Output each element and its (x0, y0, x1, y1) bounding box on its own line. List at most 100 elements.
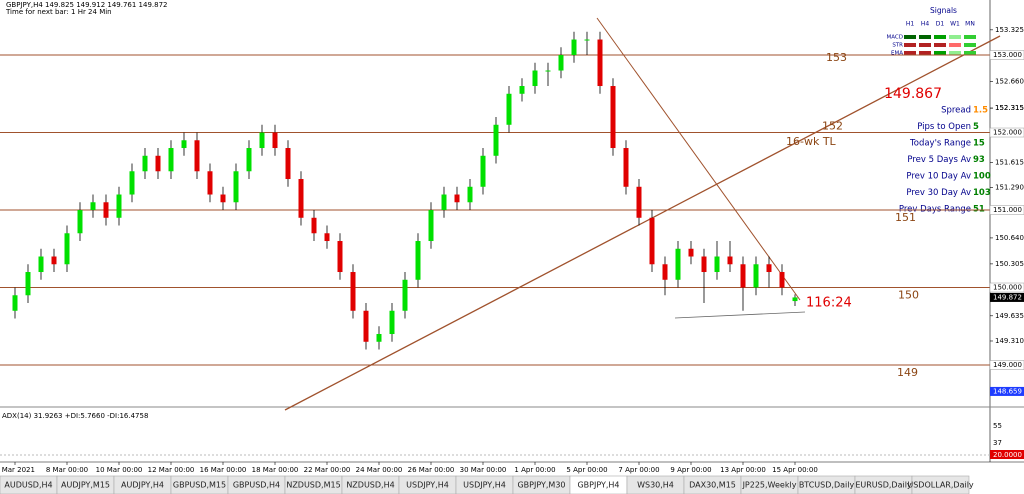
candle-body (701, 256, 707, 273)
x-tick-label: 15 Apr 00:00 (772, 466, 818, 474)
stat-label: Today's Range (909, 139, 971, 149)
candle-body (38, 256, 44, 273)
x-tick-label: 18 Mar 00:00 (252, 466, 299, 474)
tab-label[interactable]: WS30,H4 (637, 481, 674, 490)
timer-annotation: 116:24 (806, 296, 852, 311)
signals-panel: Signals 149.867 H1 H4 D1 W1 MN MACD STR EMA Spre… (884, 6, 991, 215)
stat-label: Pips to Open (917, 122, 971, 132)
candle-body (402, 279, 408, 311)
stat-value: 15 (973, 139, 985, 149)
x-tick-label: 4 Mar 2021 (0, 466, 35, 474)
signal-column: D1 (936, 21, 945, 28)
tab-label[interactable]: DAX30,M15 (689, 481, 736, 490)
candle-body (129, 171, 135, 195)
signal-column: W1 (950, 21, 960, 28)
y-tick-label: 150.305 (995, 260, 1024, 268)
level-box (989, 360, 1024, 370)
candle-body (714, 256, 720, 273)
adx-label: ADX(14) 31.9263 +DI:5.7660 -DI:16.4758 (2, 412, 148, 420)
candle-body (506, 93, 512, 125)
candle-body (740, 264, 746, 288)
tab-label[interactable]: JP225,Weekly (742, 481, 797, 490)
candle-body (233, 171, 239, 203)
level-box (989, 205, 1024, 215)
tab-label[interactable]: GBPUSD,H4 (233, 481, 280, 490)
tab-label[interactable]: NZDUSD,H4 (346, 481, 394, 490)
tab-label[interactable]: EURUSD,Daily (855, 481, 912, 490)
signal-cell (964, 35, 976, 39)
symbol-line: GBPJPY,H4 149.825 149.912 149.761 149.87… (6, 1, 168, 9)
tab[interactable] (911, 475, 970, 494)
tab-label[interactable]: AUDJPY,M15 (61, 481, 110, 490)
tab-label[interactable]: AUDUSD,H4 (4, 481, 52, 490)
level-price: 152.000 (993, 129, 1022, 137)
current_price-box (990, 292, 1024, 302)
y-tick-label: 149.310 (995, 337, 1024, 345)
x-tick-label: 9 Apr 00:00 (670, 466, 711, 474)
y-tick-label: 152.315 (995, 104, 1024, 112)
candle-body (662, 264, 668, 280)
adx-tick: 37 (993, 439, 1002, 447)
tab-label[interactable]: AUDJPY,H4 (121, 481, 164, 490)
candle-body (623, 148, 629, 187)
candle-body (337, 241, 343, 273)
signal-cell (934, 43, 946, 47)
candle-body (155, 155, 161, 172)
candle-body (272, 132, 278, 149)
signal-cell (919, 51, 931, 55)
signal-row: STR (892, 43, 903, 49)
triangle-base (674, 311, 806, 319)
x-tick-label: 16 Mar 00:00 (200, 466, 247, 474)
signal-cell (904, 35, 916, 39)
current_price-label: 149.872 (993, 293, 1022, 301)
x-tick-label: 30 Mar 00:00 (460, 466, 507, 474)
candle-body (194, 140, 200, 172)
candle-body (779, 272, 785, 288)
candle-body (571, 39, 577, 56)
tab-label[interactable]: BTCUSD,Daily (799, 481, 855, 490)
level-price: 153.000 (993, 51, 1022, 59)
tab-label[interactable]: GBPJPY,M30 (517, 481, 565, 490)
tab-label[interactable]: USDJPY,H4 (463, 481, 506, 490)
tab-label[interactable]: NZDUSD,M15 (286, 481, 340, 490)
level-box (989, 127, 1024, 138)
trendline-label: 16-wk TL (786, 135, 837, 148)
tab-label[interactable]: USDOLLAR,Daily (907, 481, 974, 490)
signal-cell (964, 51, 976, 55)
level-box (989, 282, 1024, 293)
x-tick-label: 13 Apr 00:00 (720, 466, 766, 474)
signal-cell (964, 43, 976, 47)
candle-body (415, 241, 421, 280)
candle-body (584, 39, 590, 41)
signal-column: MN (965, 21, 975, 28)
candle-body (688, 248, 694, 257)
tab-label[interactable]: GBPJPY,H4 (577, 481, 619, 490)
candle-body (363, 310, 369, 342)
bar-timer: Time for next bar: 1 Hr 24 Min (5, 8, 112, 16)
y-tick-label: 152.660 (995, 77, 1024, 85)
candle-body (103, 202, 109, 218)
x-tick-label: 1 Apr 00:00 (514, 466, 555, 474)
stat-label: Spread (941, 106, 971, 116)
signals-title: Signals (930, 6, 957, 15)
tab-label[interactable]: USDJPY,H4 (406, 481, 449, 490)
low_marker-box (990, 386, 1024, 396)
level-name: 152 (822, 120, 843, 133)
y-tick-label: 152.315 (995, 104, 1024, 112)
y-tick-label: 149.635 (995, 312, 1024, 320)
candle-body (25, 272, 31, 296)
signal-cell (904, 43, 916, 47)
candle-body (636, 186, 642, 218)
tab-label[interactable]: GBPUSD,M15 (173, 481, 226, 490)
level-name: 153 (826, 51, 847, 64)
signal-column: H1 (906, 21, 915, 28)
candle-body (428, 210, 434, 242)
stat-value: 100 (973, 172, 991, 182)
x-tick-label: 5 Apr 00:00 (566, 466, 607, 474)
stat-value: 5 (973, 122, 979, 132)
candle-body (545, 70, 551, 72)
signal-cell (919, 35, 931, 39)
stat-value: 1.5 (973, 106, 988, 116)
